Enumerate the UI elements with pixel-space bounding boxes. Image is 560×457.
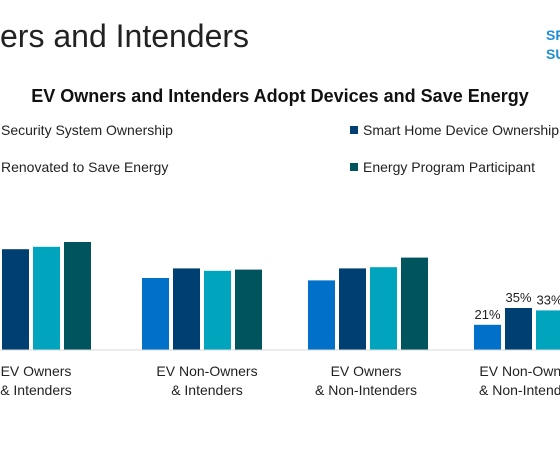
chart-legend: Security System Ownership Smart Home Devi…	[1, 122, 559, 175]
bar-3-2	[339, 268, 366, 350]
bar-chart: Security System Ownership Smart Home Devi…	[0, 122, 560, 398]
legend-label-3: Renovated to Save Energy	[1, 159, 168, 175]
chart-title: EV Owners and Intenders Adopt Devices an…	[31, 86, 529, 106]
x-tick-label-4-2: & Non-Intenders	[479, 382, 560, 398]
logo-line-1: SP	[546, 27, 560, 43]
legend-label-1: Security System Ownership	[1, 122, 173, 138]
legend-swatch-4	[350, 163, 358, 171]
bar-2-2	[173, 268, 200, 350]
bar-2-1	[142, 278, 169, 350]
data-label-4-2: 35%	[505, 290, 531, 305]
x-axis-labels: EV Owners & Intenders EV Non-Owners & Inten…	[0, 363, 560, 398]
bar-3-4	[401, 257, 428, 350]
logo-line-2: SU	[546, 46, 560, 62]
x-tick-label-3-2: & Non-Intenders	[315, 382, 417, 398]
bar-4-3	[536, 310, 560, 350]
legend-label-4: Energy Program Participant	[363, 159, 535, 175]
data-labels: 21%35%33%33%	[474, 290, 560, 322]
x-tick-label-3-1: EV Owners	[331, 363, 402, 379]
bar-1-4	[64, 242, 91, 350]
slide-title: ers and Intenders	[0, 18, 250, 54]
legend-label-2: Smart Home Device Ownership	[363, 122, 559, 138]
x-tick-label-1-2: & Intenders	[0, 382, 72, 398]
bar-1-2	[2, 249, 29, 350]
bar-1-3	[33, 246, 60, 350]
x-tick-label-2-1: EV Non-Owners	[156, 363, 257, 379]
bar-4-2	[505, 308, 532, 350]
brand-logo: SP SU	[546, 26, 560, 64]
data-label-4-1: 21%	[474, 307, 500, 322]
x-tick-label-1-1: EV Owners	[1, 363, 72, 379]
legend-swatch-2	[350, 126, 358, 134]
chart-bars	[2, 242, 560, 350]
bar-2-3	[204, 270, 231, 350]
data-label-4-3: 33%	[536, 292, 560, 307]
bar-3-1	[308, 280, 335, 350]
bar-2-4	[235, 269, 262, 350]
bar-4-1	[474, 324, 501, 350]
bar-3-3	[370, 267, 397, 350]
x-tick-label-4-1: EV Non-Owners	[479, 363, 560, 379]
x-tick-label-2-2: & Intenders	[171, 382, 243, 398]
